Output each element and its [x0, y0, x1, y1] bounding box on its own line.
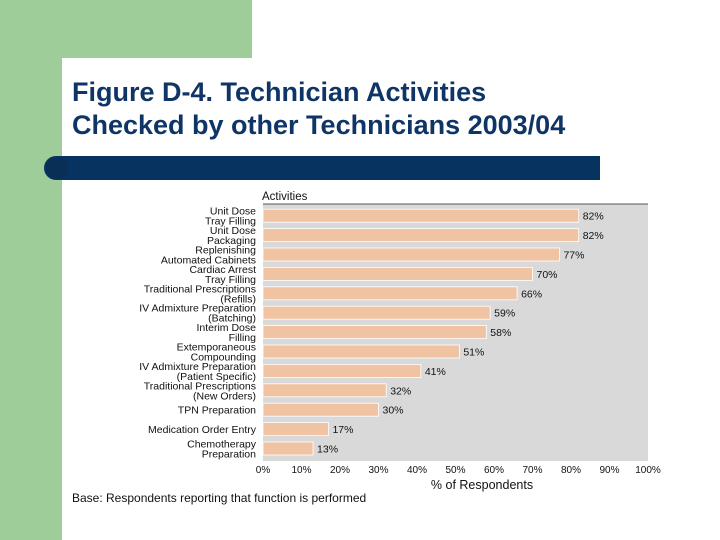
content-corner [62, 58, 252, 118]
bar-7 [262, 325, 487, 340]
category-label: (Batching) [208, 313, 256, 325]
category-label: Traditional Prescriptions [144, 283, 256, 295]
x-axis-label: % of Respondents [431, 478, 533, 492]
bar-value-label: 82% [583, 211, 604, 223]
bar-10 [262, 383, 387, 398]
bar-value-label: 41% [425, 366, 446, 378]
bar-5 [262, 286, 518, 301]
category-label: Unit Dose [210, 206, 256, 218]
x-tick-label: 20% [330, 465, 350, 476]
category-label: Preparation [202, 449, 256, 461]
x-ticks-layer: 0% 10% 20% 30% 40% 50% 60% 70% 80% 90% 100% [256, 465, 661, 476]
category-label: (Patient Specific) [177, 371, 256, 383]
category-label: Chemotherapy [187, 439, 257, 451]
x-tick-label: 0% [256, 465, 271, 476]
x-tick-label: 60% [484, 465, 504, 476]
bar-value-label: 17% [332, 424, 353, 436]
slide-title-line-1: Figure D-4. Technician Activities [72, 77, 487, 107]
bar-6 [262, 305, 491, 320]
category-label: Filling [229, 332, 257, 344]
category-label: Compounding [191, 352, 257, 364]
bar-1 [262, 208, 580, 223]
category-label: Cardiac Arrest [189, 264, 256, 276]
bar-value-label: 82% [583, 230, 604, 242]
bar-13 [262, 441, 314, 456]
category-label: Tray Filling [205, 274, 256, 286]
slide-title: Figure D-4. Technician Activities Checke… [72, 76, 692, 142]
bar-value-label: 59% [494, 308, 515, 320]
bar-3 [262, 247, 560, 262]
left-accent-band [0, 0, 62, 540]
bar-value-label: 77% [563, 250, 584, 262]
x-tick-label: 90% [599, 465, 619, 476]
x-tick-label: 10% [291, 465, 311, 476]
top-accent-band [62, 0, 252, 58]
bar-value-label: 51% [463, 347, 484, 359]
category-label: Packaging [207, 235, 256, 247]
category-label: Replenishing [195, 245, 256, 257]
x-tick-label: 70% [522, 465, 542, 476]
category-label: (New Orders) [193, 390, 256, 402]
category-label: IV Admixture Preparation [139, 361, 256, 373]
bar-12 [262, 422, 329, 437]
bar-value-label: 58% [490, 327, 511, 339]
x-tick-label: 80% [561, 465, 581, 476]
y-heading: Activities [262, 191, 308, 203]
bar-value-label: 30% [383, 405, 404, 417]
bar-2 [262, 228, 580, 243]
slide-title-line-2: Checked by other Technicians 2003/04 [72, 110, 566, 140]
bar-8 [262, 344, 460, 359]
category-label: (Refills) [220, 293, 256, 305]
title-rule-bar [44, 156, 600, 180]
category-label: Tray Filling [205, 216, 256, 228]
bar-4 [262, 266, 533, 281]
bar-value-label: 70% [537, 269, 558, 281]
category-label: Medication Order Entry [148, 424, 257, 436]
chart-footnote: Base: Respondents reporting that functio… [72, 491, 366, 505]
category-label: Traditional Prescriptions [144, 380, 256, 392]
bar-value-label: 66% [521, 288, 542, 300]
category-label: Interim Dose [196, 322, 256, 334]
category-label: Unit Dose [210, 225, 256, 237]
category-label: Automated Cabinets [161, 255, 256, 267]
category-label: TPN Preparation [178, 405, 256, 417]
bar-11 [262, 402, 379, 417]
category-label: IV Admixture Preparation [139, 303, 256, 315]
x-tick-label: 100% [635, 465, 661, 476]
title-rule-bullet [46, 157, 68, 179]
category-label: Extemporaneous [177, 342, 256, 354]
bar-9 [262, 363, 422, 378]
bar-value-label: 32% [390, 385, 411, 397]
bars-layer: 82% 82% 77% 70% 66% 59% 58% 51% 41% 32% 30% 17% 13% [262, 208, 604, 456]
x-tick-label: 30% [368, 465, 388, 476]
bar-value-label: 13% [317, 444, 338, 456]
x-tick-label: 40% [407, 465, 427, 476]
x-tick-label: 50% [445, 465, 465, 476]
